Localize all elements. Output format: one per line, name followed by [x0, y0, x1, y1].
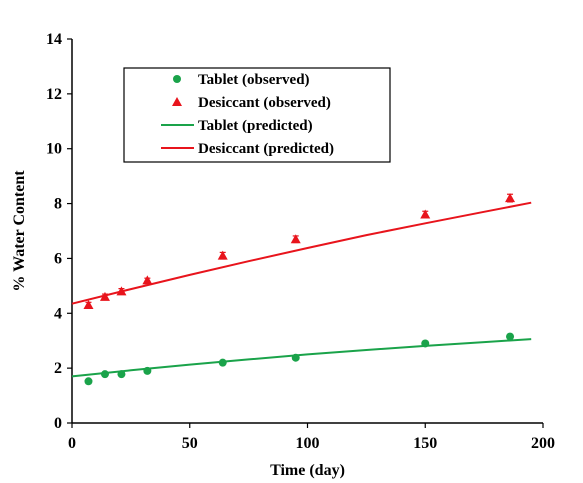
y-tick-label: 6 — [54, 250, 62, 267]
x-tick-label: 200 — [531, 435, 555, 452]
x-axis-title: Time (day) — [270, 462, 345, 479]
x-tick-label: 150 — [413, 435, 437, 452]
y-tick-label: 10 — [46, 141, 62, 158]
data-point-circle — [506, 332, 515, 341]
series-line-2 — [71, 338, 532, 378]
data-point-circle — [84, 377, 93, 386]
y-tick-label: 2 — [54, 360, 62, 377]
chart-marks — [71, 193, 532, 386]
data-point-triangle — [83, 300, 94, 310]
y-tick-label: 14 — [46, 31, 62, 48]
data-point-triangle — [420, 209, 431, 219]
legend-label: Tablet (observed) — [198, 72, 310, 88]
legend-label: Desiccant (predicted) — [198, 141, 334, 157]
y-axis-title: % Water Content — [11, 170, 28, 292]
legend-circle-swatch — [173, 75, 181, 83]
legend: Tablet (observed) Desiccant (observed) Tab… — [123, 67, 391, 163]
axes: 0 50 100 150 200 0 2 4 6 8 10 12 14 — [46, 31, 555, 452]
data-point-triangle — [217, 250, 228, 260]
x-tick-label: 0 — [68, 435, 76, 452]
legend-triangle-swatch — [172, 97, 182, 106]
legend-label: Tablet (predicted) — [198, 118, 313, 134]
legend-box — [123, 67, 391, 163]
y-tick-label: 4 — [54, 305, 62, 322]
data-point-triangle — [505, 193, 516, 203]
y-tick-label: 12 — [46, 86, 62, 103]
data-point-triangle — [290, 234, 301, 244]
series-line-3 — [71, 201, 532, 305]
y-tick-label: 8 — [54, 196, 62, 213]
data-point-triangle — [142, 275, 153, 285]
y-tick-label: 0 — [54, 415, 62, 432]
x-tick-label: 100 — [296, 435, 320, 452]
x-tick-label: 50 — [182, 435, 198, 452]
legend-label: Desiccant (observed) — [198, 95, 331, 111]
